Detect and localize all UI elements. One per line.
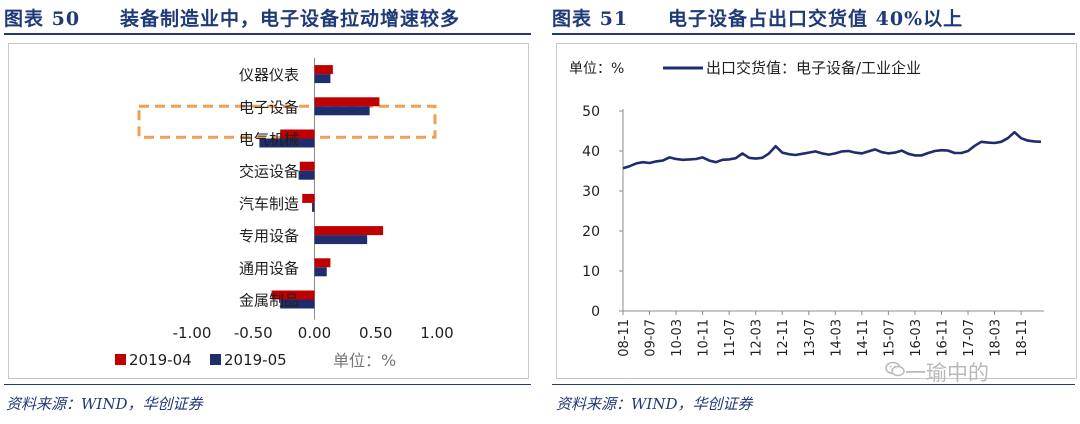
x-tick-label: 09-07 (644, 319, 659, 357)
highlight-box (137, 104, 437, 139)
bar-may (314, 106, 370, 116)
right-chart-frame: 0 10 20 30 40 50 08-11 09-07 10-03 10-11 11-07 12-0… (556, 43, 1077, 379)
right-title-rule (552, 33, 1075, 35)
watermark-text: 一瑜中的 (905, 361, 989, 385)
x-tick-label: 1.00 (420, 324, 453, 342)
x-tick-label: 14-11 (856, 319, 871, 357)
left-bottom-rule (4, 384, 531, 385)
legend-label: 2019-04 (129, 351, 192, 369)
bar-apr (302, 193, 315, 203)
x-tick-label: 18-11 (1015, 319, 1030, 357)
bar-may (314, 235, 368, 245)
x-tick-label: 17-07 (962, 319, 977, 357)
x-tick-label: -0.50 (234, 324, 273, 342)
bar-may (259, 138, 315, 148)
left-title-rule (4, 33, 531, 35)
x-tick-label: 16-03 (909, 319, 924, 357)
y-tick-label: 30 (582, 184, 600, 200)
x-tick-label: 14-03 (829, 319, 844, 357)
unit-label: 单位：% (569, 61, 624, 77)
x-tick-label: 0.50 (359, 324, 392, 342)
y-tick-label: 10 (582, 264, 600, 280)
x-tick-label: 15-07 (882, 319, 897, 357)
x-tick-label: 16-11 (935, 319, 950, 357)
y-tick-label: 50 (582, 104, 600, 120)
category-label: 电气机械 (239, 131, 299, 149)
y-tick-label: 20 (582, 224, 600, 240)
right-source-note: 资料来源：WIND，华创证券 (556, 395, 753, 413)
bar-apr (314, 97, 380, 107)
x-tick-label: 10-03 (670, 319, 685, 357)
x-tick-label: 0.00 (298, 324, 331, 342)
category-label: 汽车制造 (239, 195, 299, 213)
x-tick-label: 11-07 (723, 319, 738, 357)
left-panel-title: 图表 50 装备制造业中，电子设备拉动增速较多 (4, 8, 461, 30)
x-tick-label: 12-11 (776, 319, 791, 357)
bar-may (312, 202, 315, 212)
unit-label: 单位：% (333, 351, 396, 370)
wechat-icon (885, 361, 905, 377)
left-source-note: 资料来源：WIND，华创证券 (6, 395, 203, 413)
legend-label: 出口交货值：电子设备/工业企业 (706, 59, 921, 77)
legend-swatch (210, 354, 221, 365)
legend-swatch (115, 354, 126, 365)
right-bottom-rule (552, 384, 1075, 385)
x-tick-label: -1.00 (173, 324, 212, 342)
bar-may (314, 74, 331, 84)
bar-may (314, 267, 327, 277)
category-label: 电子设备 (239, 98, 299, 116)
bar-apr (314, 65, 333, 75)
category-label: 交运设备 (239, 163, 299, 181)
y-tick-label: 40 (582, 144, 600, 160)
bar-apr (280, 129, 315, 139)
x-tick-label: 10-11 (697, 319, 712, 357)
bar-may (280, 299, 315, 309)
bar-may (298, 170, 315, 180)
right-panel-title: 图表 51 电子设备占出口交货值 40%以上 (552, 8, 964, 30)
x-tick-label: 13-07 (803, 319, 818, 357)
bar-apr (314, 258, 331, 268)
bar-apr (299, 161, 315, 171)
left-chart-frame: 仪器仪表电子设备电气机械交运设备汽车制造专用设备通用设备金属制品 -1.00 -0.… (8, 43, 529, 379)
y-tick-label: 0 (591, 304, 600, 320)
bar-apr (314, 226, 384, 236)
x-tick-label: 08-11 (617, 319, 632, 357)
category-label: 通用设备 (239, 259, 299, 277)
category-label: 金属制品 (239, 292, 299, 310)
line-chart: 0 10 20 30 40 50 08-11 09-07 10-03 10-11 11-07 12-0… (569, 59, 1044, 357)
x-tick-label: 18-03 (989, 319, 1004, 357)
bar-apr (271, 290, 315, 300)
x-tick-label: 12-03 (750, 319, 765, 357)
series-line (622, 130, 1042, 170)
category-label: 专用设备 (239, 227, 299, 245)
category-label: 仪器仪表 (239, 66, 299, 84)
legend-label: 2019-05 (224, 351, 287, 369)
